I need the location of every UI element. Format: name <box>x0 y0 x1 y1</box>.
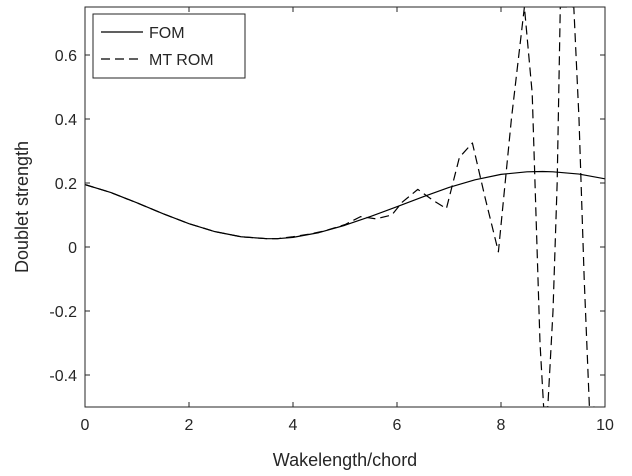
x-tick-label: 10 <box>596 417 614 434</box>
plot-lines <box>85 7 605 407</box>
legend-label-mt-rom: MT ROM <box>149 52 214 69</box>
x-tick-label: 8 <box>497 417 506 434</box>
y-tick-label: -0.4 <box>49 368 77 385</box>
y-tick-label: 0 <box>68 240 77 257</box>
x-tick-label: 6 <box>393 417 402 434</box>
x-tick-label: 2 <box>185 417 194 434</box>
x-tick-label: 0 <box>81 417 90 434</box>
y-tick-label: 0.4 <box>55 112 77 129</box>
x-axis-label: Wakelength/chord <box>273 450 417 470</box>
y-axis-label: Doublet strength <box>12 141 32 273</box>
x-axis: 0 2 4 6 8 10 <box>81 7 614 434</box>
x-tick-label: 4 <box>289 417 298 434</box>
y-tick-label: 0.2 <box>55 176 77 193</box>
y-tick-label: -0.2 <box>49 304 77 321</box>
y-axis: -0.4 -0.2 0 0.2 0.4 0.6 <box>49 48 605 385</box>
legend-label-fom: FOM <box>149 25 185 42</box>
y-tick-label: 0.6 <box>55 48 77 65</box>
plot-frame <box>84 6 606 408</box>
series-line-fom <box>85 170 605 240</box>
legend-box <box>92 13 246 79</box>
legend: FOM MT ROM <box>92 13 246 79</box>
